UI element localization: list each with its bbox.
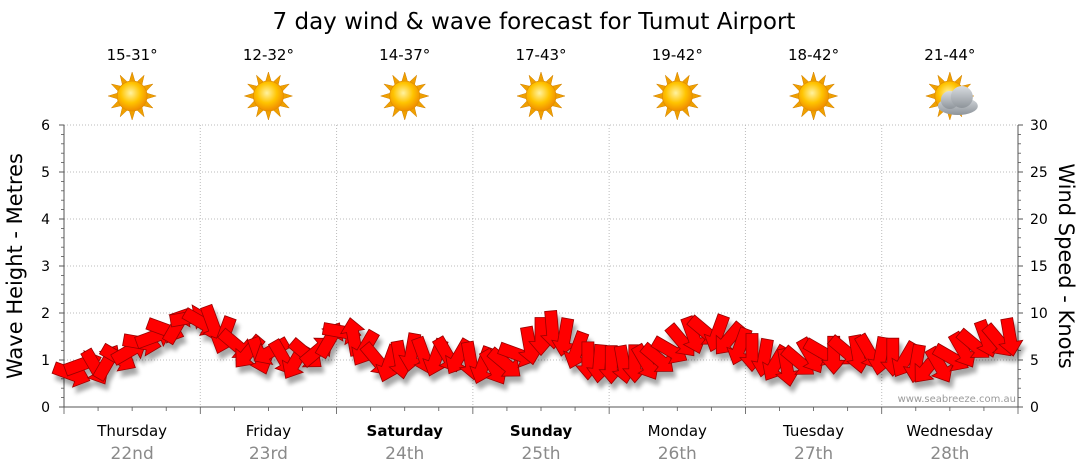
- day-temp-range: 21-44°: [924, 46, 975, 64]
- day-temp-range: 18-42°: [788, 46, 839, 64]
- y-left-tick-label: 1: [41, 353, 50, 369]
- sun-ray: [265, 71, 272, 83]
- day-name: Monday: [648, 422, 707, 440]
- sun-icon: [516, 71, 566, 121]
- day-name: Wednesday: [906, 422, 993, 440]
- sun-ray: [516, 92, 528, 100]
- day-date: 24th: [385, 444, 424, 464]
- sun-disc: [116, 80, 148, 112]
- y-right-tick-label: 25: [1030, 165, 1048, 181]
- day-name: Saturday: [367, 422, 444, 440]
- day-name: Friday: [246, 422, 292, 440]
- watermark: www.seabreeze.com.au: [898, 394, 1016, 405]
- day-name: Thursday: [96, 422, 167, 440]
- wind-arrow: [650, 335, 688, 365]
- y-left-tick-label: 4: [41, 212, 50, 228]
- sun-disc: [525, 80, 557, 112]
- sun-ray: [418, 92, 430, 100]
- wind-arrow: [947, 330, 977, 368]
- sun-ray: [379, 92, 391, 100]
- sun-ray: [810, 109, 817, 121]
- sun-ray: [537, 71, 545, 83]
- y-right-tick-label: 5: [1030, 353, 1039, 369]
- sun-icon: [652, 71, 703, 121]
- sun-disc: [798, 80, 829, 112]
- sun-ray: [265, 109, 272, 121]
- day-date: 22nd: [111, 444, 154, 464]
- wind-arrow: [998, 317, 1024, 357]
- sun-icon: [243, 71, 294, 121]
- sun-ray: [401, 71, 409, 83]
- y-left-tick-label: 5: [41, 165, 50, 181]
- y-right-tick-label: 0: [1030, 400, 1039, 416]
- sun-ray: [537, 109, 545, 121]
- y-axis-left-label: Wave Height - Metres: [3, 153, 27, 379]
- sun-ray: [554, 92, 566, 100]
- axes: 0 1 2 3 4 5 6 0 5 10 15 20 25 30: [41, 118, 1048, 416]
- sun-ray: [946, 71, 954, 83]
- chart-title: 7 day wind & wave forecast for Tumut Air…: [273, 9, 796, 35]
- y-left-tick-label: 2: [41, 306, 50, 322]
- wind-arrow: [486, 346, 521, 377]
- y-left-tick-label: 0: [41, 400, 50, 416]
- y-right-tick-label: 30: [1030, 118, 1048, 134]
- sun-ray: [827, 92, 839, 100]
- sun-ray: [128, 71, 136, 83]
- day-date: 23rd: [249, 444, 288, 464]
- y-right-tick-label: 15: [1030, 259, 1048, 275]
- sun-ray: [810, 71, 817, 83]
- wind-arrow: [680, 315, 707, 355]
- day-name: Sunday: [510, 422, 573, 440]
- y-right-tick-label: 20: [1030, 212, 1048, 228]
- sun-ray: [924, 92, 937, 100]
- sun-disc: [661, 80, 693, 112]
- partly-cloudy-icon: [924, 71, 978, 121]
- y-right-tick-label: 10: [1030, 306, 1048, 322]
- sun-ray: [673, 109, 681, 121]
- sun-ray: [691, 92, 703, 100]
- sun-ray: [243, 92, 255, 100]
- day-temp-range: 15-31°: [107, 46, 158, 64]
- sun-disc: [253, 80, 284, 112]
- day-date: 27th: [794, 444, 833, 464]
- sun-icon: [379, 71, 430, 121]
- day-temp-range: 17-43°: [515, 46, 566, 64]
- y-left-tick-label: 6: [41, 118, 50, 134]
- wind-arrow: [924, 345, 954, 383]
- wind-arrow: [715, 320, 746, 355]
- day-temp-range: 14-37°: [379, 46, 430, 64]
- sun-ray: [673, 71, 681, 83]
- day-date: 26th: [658, 444, 697, 464]
- sun-ray: [652, 92, 664, 100]
- sun-icon: [107, 71, 158, 121]
- sun-ray: [107, 92, 119, 100]
- sun-ray: [282, 92, 294, 100]
- day-date: 28th: [930, 444, 969, 464]
- sun-ray: [401, 109, 409, 121]
- day-headers: 15-31° Thursday 22nd 12-32° Friday 23rd 14-37°…: [96, 46, 993, 464]
- y-left-tick-label: 3: [41, 259, 50, 275]
- day-temp-range: 12-32°: [243, 46, 294, 64]
- day-date: 25th: [521, 444, 560, 464]
- wind-arrow: [639, 341, 674, 372]
- cloud-shape: [937, 86, 978, 115]
- sun-ray: [145, 92, 158, 100]
- y-axis-right-label: Wind Speed - Knots: [1054, 163, 1078, 368]
- sun-ray: [788, 92, 800, 100]
- sun-ray: [128, 109, 136, 121]
- sun-disc: [389, 80, 421, 112]
- day-temp-range: 19-42°: [652, 46, 703, 64]
- day-name: Tuesday: [782, 422, 844, 440]
- wind-arrow: [774, 347, 801, 387]
- sun-icon: [788, 71, 839, 121]
- wind-arrow: [551, 317, 577, 357]
- cloud-part: [950, 86, 973, 108]
- wind-arrows: [51, 303, 1024, 388]
